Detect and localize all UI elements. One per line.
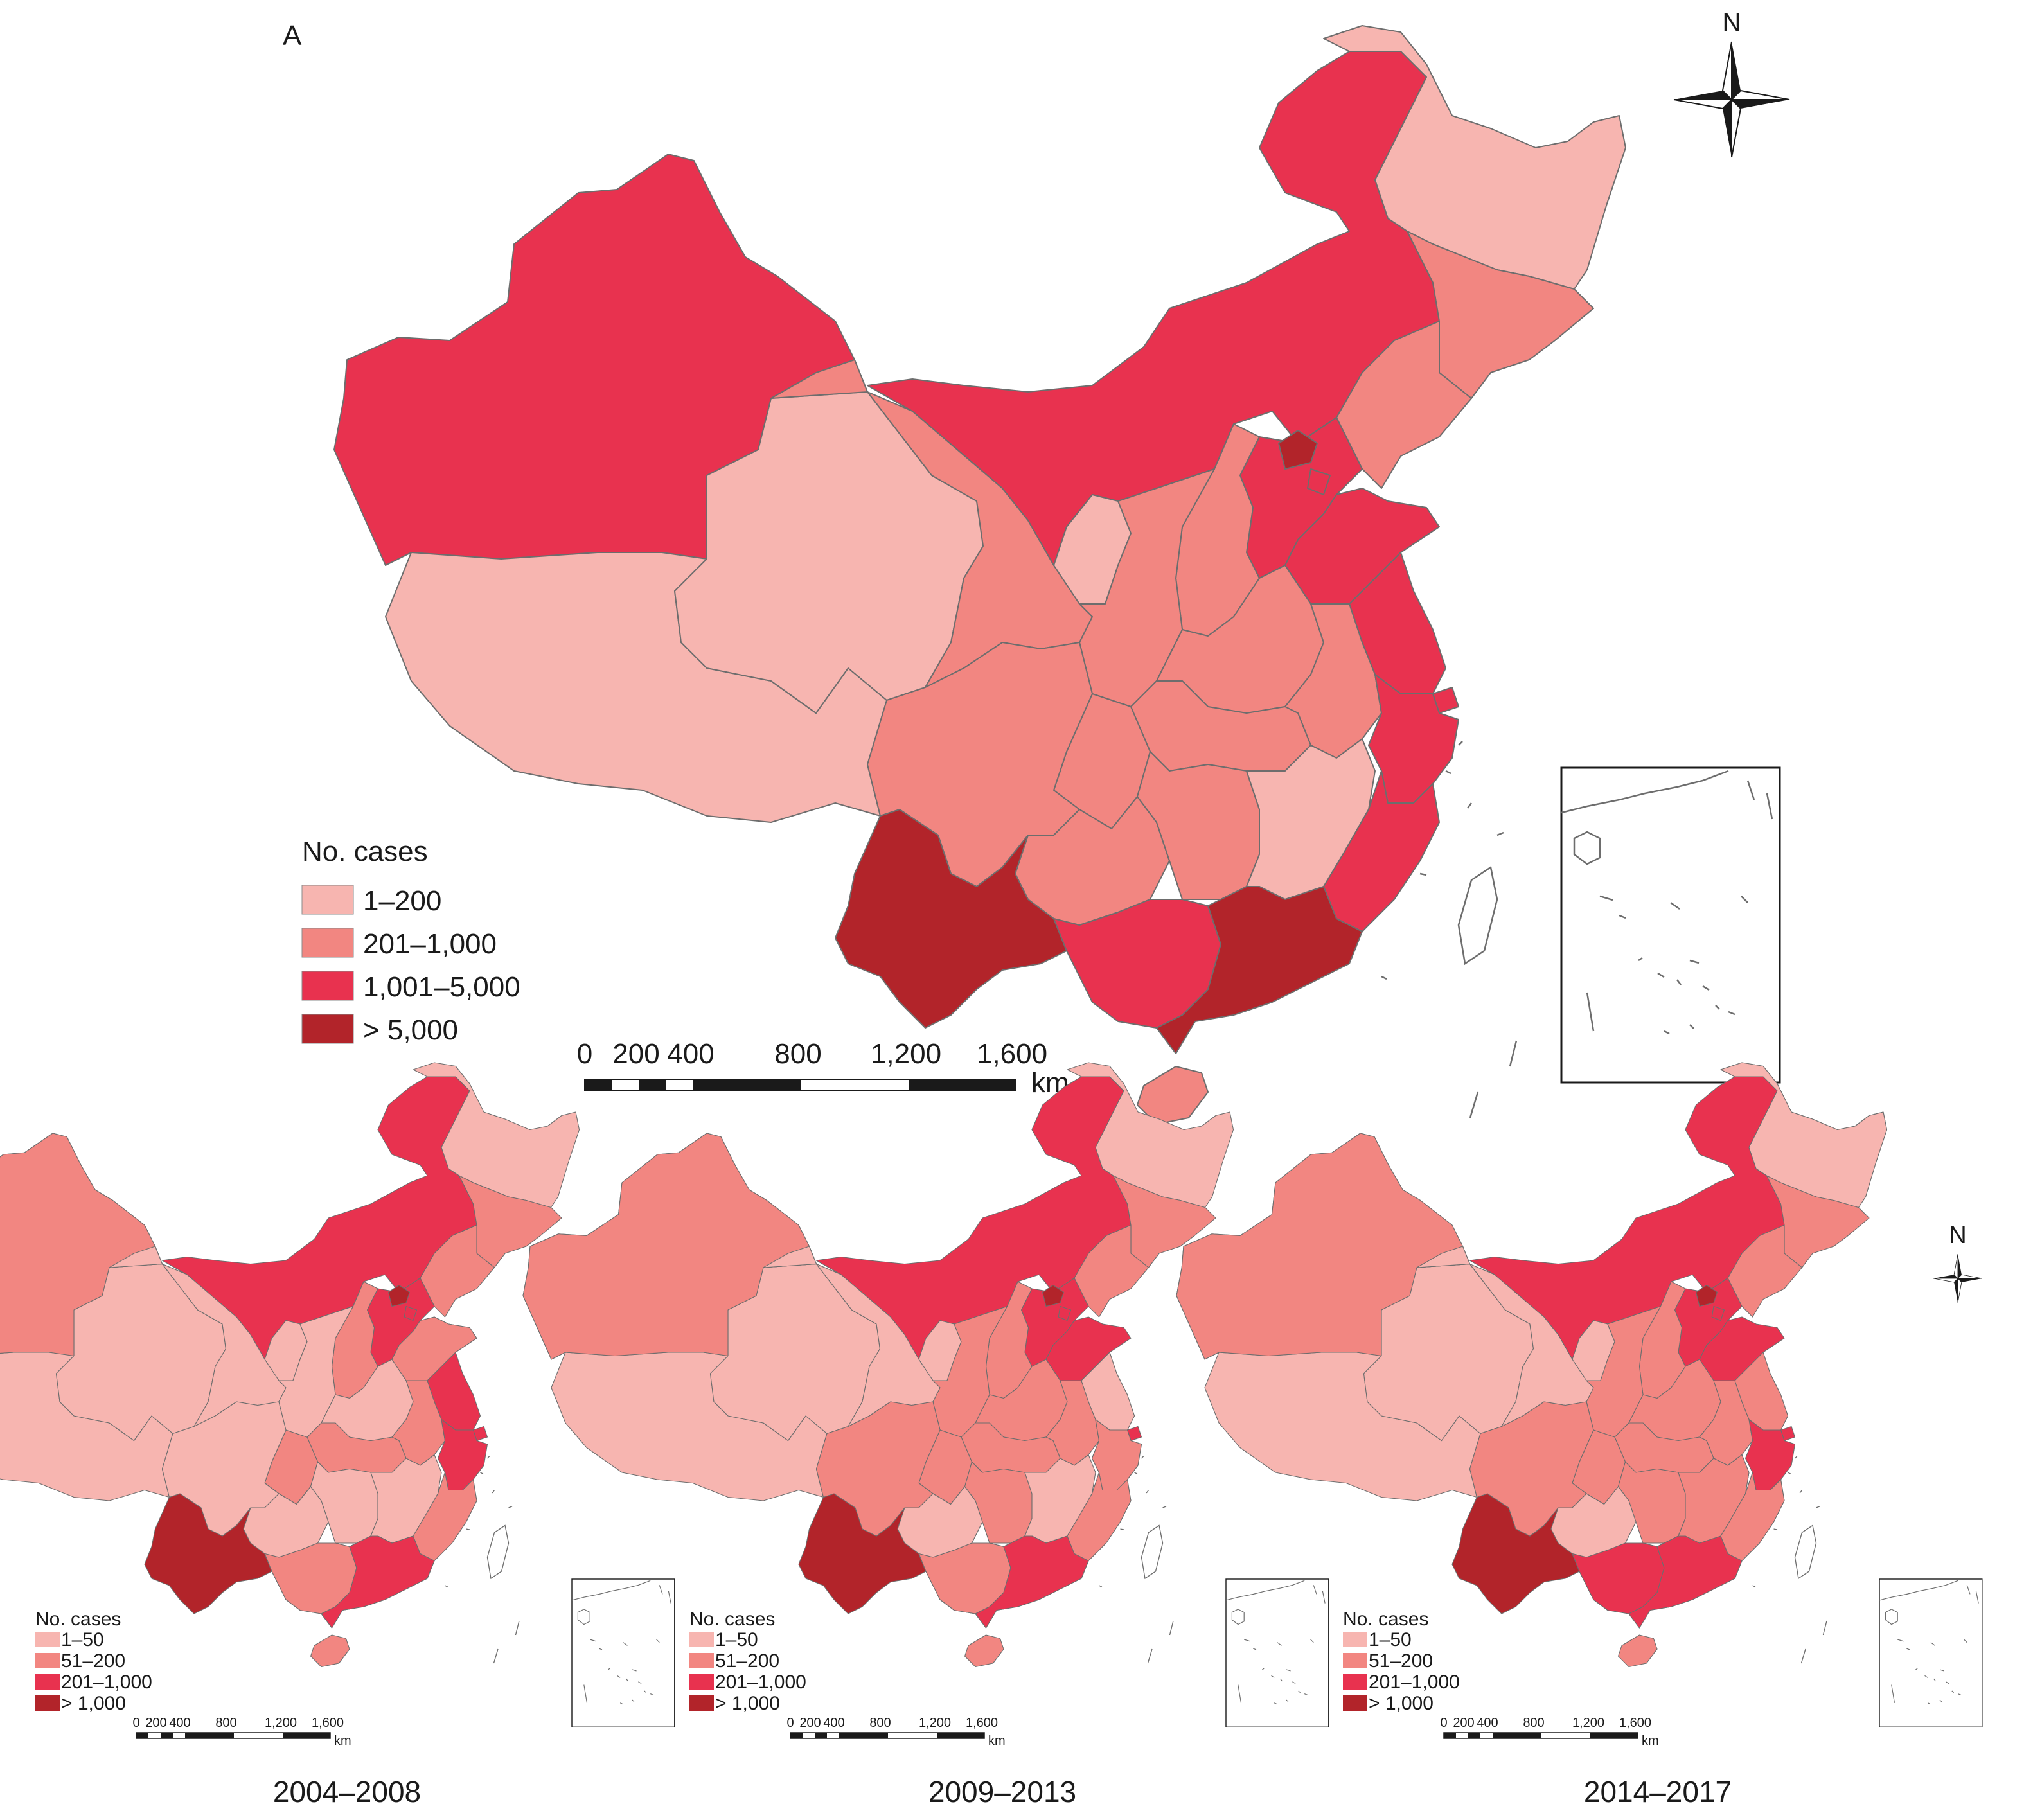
legend-label-2-1: 1–50	[715, 1629, 758, 1650]
panel-a-north-arrow: N	[1673, 8, 1790, 158]
panel-a-label: A	[283, 20, 302, 51]
s1-200: 200	[145, 1716, 166, 1730]
panel-b-map-2004-2008: N No. cases 1–50 51–200 201–1,000 > 1,00…	[0, 1062, 676, 1808]
s3-200: 200	[1453, 1716, 1474, 1730]
panel-a-legend-label-3: 1,001–5,000	[363, 971, 520, 1003]
legend-title-1: No. cases	[35, 1609, 121, 1630]
s2-1200: 1,200	[919, 1716, 951, 1730]
legend-swatch-4	[301, 1014, 354, 1044]
panel-b: B N No. cases	[0, 1062, 1983, 1808]
s1-1200: 1,200	[265, 1716, 297, 1730]
s1-400: 400	[169, 1716, 190, 1730]
s2-0: 0	[786, 1716, 794, 1730]
scale-tick-200: 200	[612, 1038, 659, 1070]
s2-800: 800	[869, 1716, 891, 1730]
panel-a-legend-label-2: 201–1,000	[363, 928, 497, 960]
s1-1600: 1,600	[312, 1716, 344, 1730]
s3-0: 0	[1440, 1716, 1447, 1730]
scale-tick-1200: 1,200	[871, 1038, 941, 1070]
legend-label-3-1: 1–50	[1369, 1629, 1412, 1650]
period-label-2: 2009–2013	[928, 1775, 1076, 1808]
compass-icon	[1673, 41, 1790, 158]
legend-label-2-3: 201–1,000	[715, 1672, 806, 1693]
scale-tick-1600: 1,600	[977, 1038, 1047, 1070]
legend-swatch-2	[301, 928, 354, 958]
s2-1600: 1,600	[966, 1716, 998, 1730]
panel-a-scale-bar: 0 200 400 800 1,200 1,600 km	[577, 1038, 1069, 1099]
period-label-3: 2014–2017	[1584, 1775, 1732, 1808]
s2-unit: km	[988, 1734, 1006, 1748]
legend-label-2-2: 51–200	[715, 1650, 779, 1672]
legend-label-2-4: > 1,000	[715, 1693, 780, 1714]
s3-400: 400	[1477, 1716, 1498, 1730]
legend-label-3-4: > 1,000	[1369, 1693, 1434, 1714]
panel-a-north-label: N	[1723, 8, 1741, 37]
north-label-3: N	[1949, 1222, 1966, 1249]
s3-800: 800	[1523, 1716, 1544, 1730]
panel-b-map-2014-2017: N No. cases 1–50 51–200 201–1,000 > 1,00…	[1176, 1062, 1983, 1808]
legend-title-2: No. cases	[689, 1609, 775, 1630]
s3-1200: 1,200	[1572, 1716, 1604, 1730]
panel-a-legend-label-4: > 5,000	[363, 1014, 458, 1046]
period-label-1: 2004–2008	[273, 1775, 421, 1808]
s2-400: 400	[823, 1716, 844, 1730]
panel-b-map-2009-2013: N No. cases 1–50 51–200 201–1,000 > 1,00…	[522, 1062, 1329, 1808]
legend-label-1-4: > 1,000	[61, 1693, 126, 1714]
scale-tick-800: 800	[774, 1038, 821, 1070]
s1-800: 800	[215, 1716, 236, 1730]
panel-a: A N No. cases 1–200 201–1,000 1,001–5,00…	[283, 8, 1790, 1126]
panel-a-legend: No. cases 1–200 201–1,000 1,001–5,000 > …	[301, 836, 520, 1046]
legend-label-1-2: 51–200	[61, 1650, 125, 1672]
compass-icon	[1933, 1253, 1983, 1303]
legend-title-3: No. cases	[1343, 1609, 1428, 1630]
s3-unit: km	[1642, 1734, 1659, 1748]
s1-0: 0	[132, 1716, 139, 1730]
legend-swatch-1	[301, 885, 354, 915]
panel-a-legend-label-1: 1–200	[363, 885, 441, 917]
legend-label-1-1: 1–50	[61, 1629, 104, 1650]
scale-tick-0: 0	[577, 1038, 592, 1070]
legend-swatch-3	[301, 971, 354, 1001]
panel-a-inset	[1560, 766, 1781, 1084]
legend-label-3-3: 201–1,000	[1369, 1672, 1460, 1693]
s1-unit: km	[334, 1734, 351, 1748]
panel-a-legend-title: No. cases	[302, 836, 428, 867]
legend-label-3-2: 51–200	[1369, 1650, 1433, 1672]
panel-a-map	[333, 24, 1627, 1126]
legend-label-1-3: 201–1,000	[61, 1672, 152, 1693]
s2-200: 200	[799, 1716, 821, 1730]
s3-1600: 1,600	[1619, 1716, 1651, 1730]
scale-tick-400: 400	[667, 1038, 714, 1070]
